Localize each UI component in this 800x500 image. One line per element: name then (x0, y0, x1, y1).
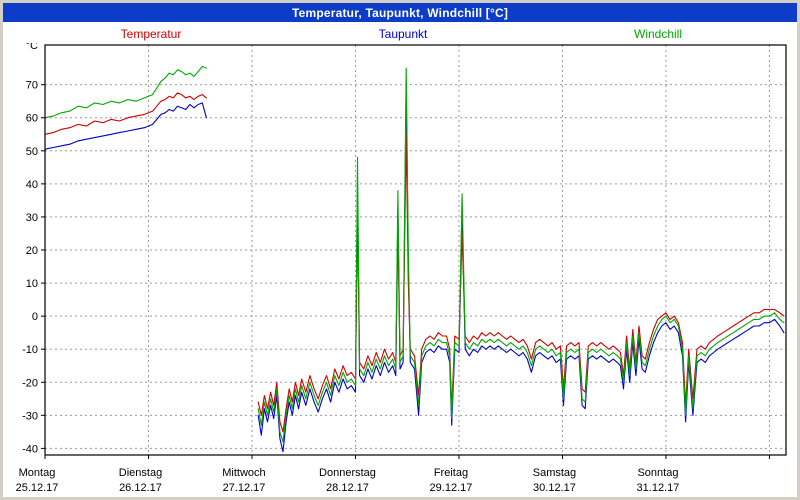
x-axis-date-label: 27.12.17 (223, 482, 266, 494)
y-axis-tick-label: 60 (26, 113, 38, 125)
legend-windchill-label: Windchill (633, 27, 683, 41)
y-axis-unit-label: °C (26, 40, 38, 52)
x-axis-day-label: Dienstag (119, 467, 162, 479)
y-axis-tick-label: 70 (26, 80, 38, 92)
x-axis-date-label: 28.12.17 (326, 482, 369, 494)
chart-legend: Temperatur Taupunkt Windchill (3, 22, 797, 43)
series-temperatur-line (44, 92, 207, 135)
y-axis-tick-label: -10 (22, 344, 38, 356)
y-axis-tick-label: -30 (22, 410, 38, 422)
legend-taupunkt-label: Taupunkt (378, 27, 428, 41)
y-axis-tick-label: -40 (22, 443, 38, 455)
x-axis-date-label: 29.12.17 (430, 482, 473, 494)
series-temperatur-line (257, 133, 785, 433)
x-axis-day-label: Mittwoch (222, 467, 265, 479)
x-axis-date-label: 30.12.17 (533, 482, 576, 494)
y-axis-tick-label: 0 (32, 311, 38, 323)
x-axis-day-label: Freitag (434, 467, 468, 479)
series-taupunkt-line (44, 102, 207, 150)
window-titlebar[interactable]: Temperatur, Taupunkt, Windchill [°C] (3, 3, 797, 22)
y-axis-tick-label: 20 (26, 245, 38, 257)
y-axis-tick-label: 10 (26, 278, 38, 290)
y-axis-tick-label: 50 (26, 146, 38, 158)
window-title: Temperatur, Taupunkt, Windchill [°C] (291, 5, 509, 20)
series-taupunkt-line (257, 80, 785, 453)
plot-border (44, 44, 787, 456)
x-axis-date-label: 31.12.17 (637, 482, 680, 494)
x-axis-date-label: 26.12.17 (119, 482, 162, 494)
x-axis-day-label: Sonntag (637, 467, 678, 479)
y-axis-tick-label: 30 (26, 212, 38, 224)
series-windchill-line (257, 67, 785, 443)
x-axis-day-label: Montag (19, 467, 56, 479)
x-axis-day-label: Donnerstag (319, 467, 376, 479)
x-axis-date-label: 25.12.17 (16, 482, 59, 494)
series-windchill-line (44, 65, 207, 119)
y-axis-tick-label: -20 (22, 377, 38, 389)
x-axis-day-label: Samstag (533, 467, 576, 479)
y-axis-tick-label: 40 (26, 179, 38, 191)
legend-temperatur-label: Temperatur (120, 27, 182, 41)
